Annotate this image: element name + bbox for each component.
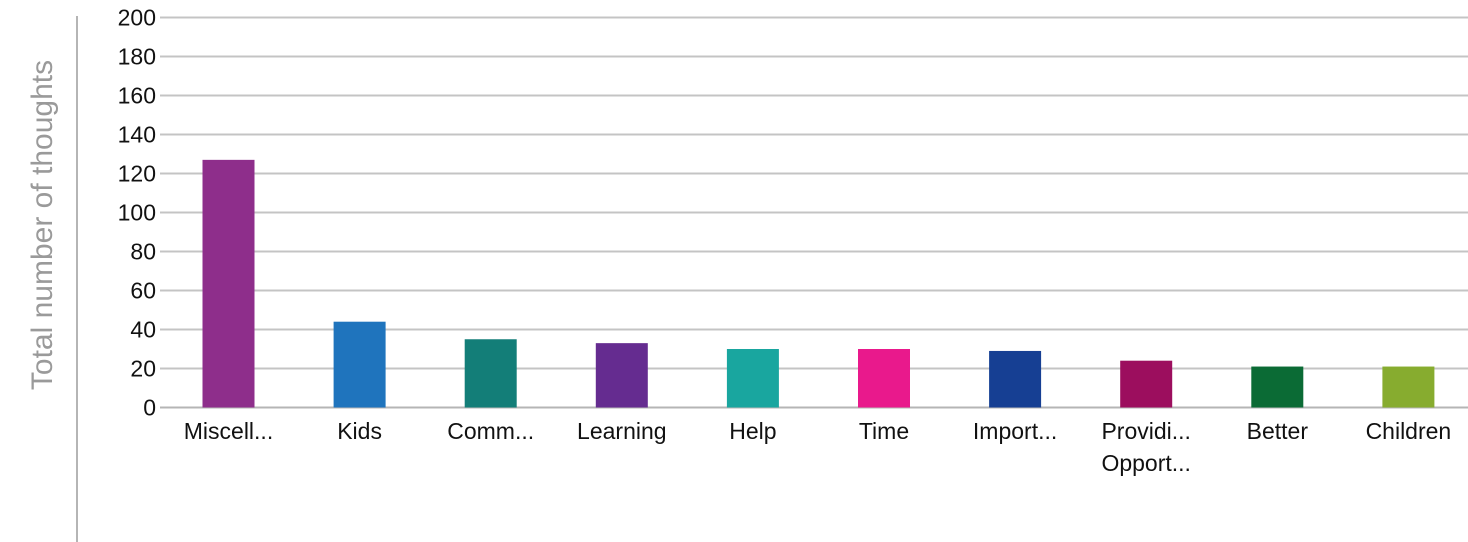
x-tick-label: Import... (973, 418, 1057, 444)
y-tick-label: 40 (130, 317, 156, 343)
x-tick-label: Better (1247, 418, 1309, 444)
x-tick-label: Opport... (1101, 450, 1190, 476)
x-tick-label: Comm... (447, 418, 534, 444)
y-tick-label: 200 (118, 5, 156, 31)
bar (464, 339, 517, 408)
y-tick-label: 100 (118, 200, 156, 226)
x-tick-label: Help (729, 418, 776, 444)
x-category-labels: Miscell... Kids Comm... Learning Help Time Imp… (184, 418, 1451, 476)
y-tick-label: 180 (118, 44, 156, 70)
x-tick-label: Children (1366, 418, 1452, 444)
bar (1120, 360, 1173, 408)
bar (202, 159, 255, 408)
x-tick-label: Miscell... (184, 418, 273, 444)
y-tick-label: 160 (118, 83, 156, 109)
y-axis-label: Total number of thoughts (26, 60, 59, 390)
y-tick-labels: 0 20 40 60 80 100 120 140 160 180 200 (118, 5, 156, 421)
x-tick-label: Kids (337, 418, 382, 444)
bar (989, 350, 1042, 408)
y-tick-label: 140 (118, 122, 156, 148)
y-tick-label: 60 (130, 278, 156, 304)
bar (858, 349, 910, 408)
bars (202, 159, 1435, 408)
bar (726, 349, 779, 408)
x-tick-label: Learning (577, 418, 667, 444)
y-tick-label: 0 (143, 395, 156, 421)
bar (333, 321, 386, 408)
bar (1251, 366, 1304, 408)
bar (1382, 366, 1435, 408)
y-tick-label: 20 (130, 356, 156, 382)
bar (595, 343, 648, 408)
y-tick-label: 120 (118, 161, 156, 187)
x-tick-label: Providi... (1101, 418, 1190, 444)
y-tick-label: 80 (130, 239, 156, 265)
x-tick-label: Time (859, 418, 909, 444)
